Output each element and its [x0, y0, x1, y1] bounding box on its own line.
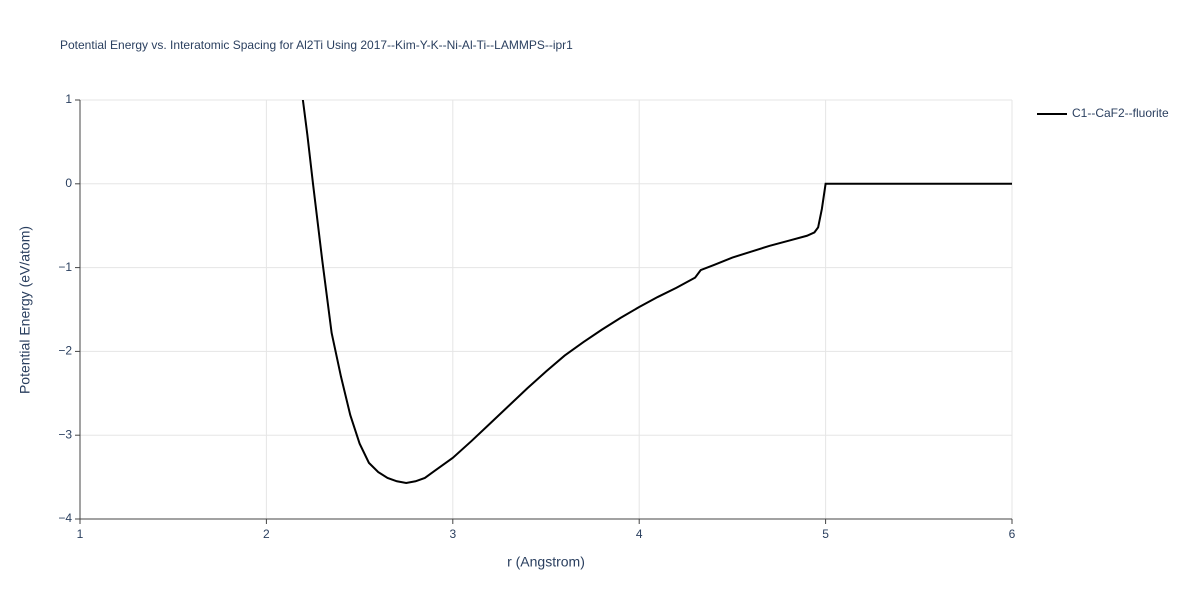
x-tick-label: 1	[77, 527, 84, 541]
plot-area	[301, 100, 1012, 484]
y-tick-label: −1	[58, 260, 72, 274]
y-tick-label: −2	[58, 344, 72, 358]
y-tick-label: −3	[58, 427, 72, 441]
chart-title: Potential Energy vs. Interatomic Spacing…	[60, 38, 573, 52]
y-tick-label: −4	[58, 511, 72, 525]
legend-label: C1--CaF2--fluorite	[1072, 106, 1169, 120]
x-axis-label: r (Angstrom)	[507, 554, 585, 570]
x-tick-label: 6	[1009, 527, 1016, 541]
y-axis-label: Potential Energy (eV/atom)	[17, 226, 33, 394]
x-tick-label: 5	[822, 527, 829, 541]
line-series	[301, 100, 1012, 484]
y-tick-label: 0	[65, 176, 72, 190]
x-tick-label: 4	[636, 527, 643, 541]
y-tick-label: 1	[65, 92, 72, 106]
x-tick-label: 2	[263, 527, 270, 541]
x-tick-label: 3	[449, 527, 456, 541]
